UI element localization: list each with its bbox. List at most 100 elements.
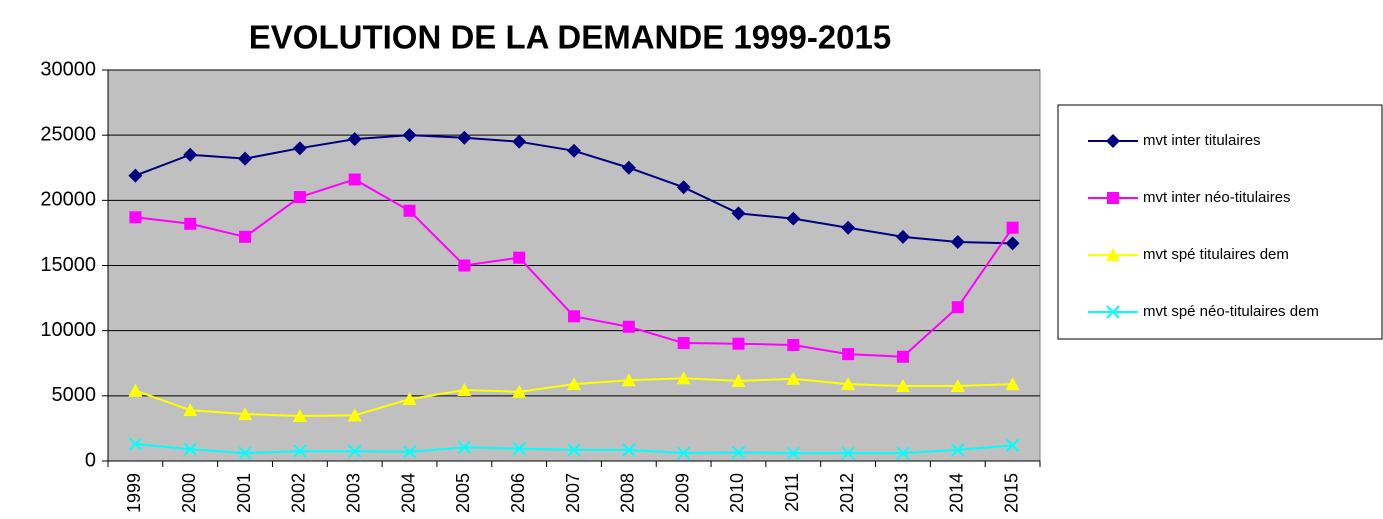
marker [731, 206, 746, 221]
marker [676, 446, 691, 460]
legend-label: mvt inter titulaires [1143, 132, 1261, 149]
marker [622, 320, 635, 333]
marker [457, 440, 472, 455]
x-tick-label: 2000 [179, 473, 199, 513]
y-tick-label: 15000 [40, 254, 96, 276]
marker [402, 445, 417, 459]
marker [128, 437, 143, 451]
marker [950, 235, 965, 250]
marker [1005, 236, 1020, 251]
marker [1005, 438, 1020, 453]
marker [731, 373, 746, 387]
x-tick-label: 2009 [672, 473, 692, 513]
marker [1006, 221, 1019, 234]
marker [512, 384, 527, 398]
marker [895, 229, 910, 244]
marker [402, 128, 417, 143]
legend-label: mvt spé titulaires dem [1143, 246, 1289, 263]
marker [183, 403, 198, 417]
marker [896, 446, 910, 460]
marker [896, 350, 909, 363]
marker [184, 217, 197, 230]
x-tick-label: 2001 [234, 473, 254, 513]
marker [622, 443, 636, 457]
marker [567, 443, 581, 457]
marker [787, 339, 800, 352]
marker [512, 441, 526, 456]
marker [512, 134, 527, 149]
marker [677, 337, 690, 350]
y-tick-label: 10000 [40, 319, 96, 341]
x-tick-label: 2004 [398, 473, 418, 513]
marker [128, 168, 143, 183]
legend-label: mvt inter néo-titulaires [1143, 189, 1291, 206]
marker [239, 230, 252, 243]
y-tick-label: 25000 [40, 123, 96, 145]
marker [347, 132, 362, 147]
marker [128, 383, 143, 397]
marker [513, 251, 526, 264]
marker [183, 442, 197, 456]
marker [786, 211, 801, 226]
x-tick-label: 2006 [508, 473, 528, 513]
x-tick-label: 2012 [837, 473, 857, 513]
marker [238, 151, 253, 166]
marker [238, 407, 253, 421]
marker [567, 377, 581, 391]
marker [1106, 248, 1120, 261]
x-tick-label: 2014 [947, 473, 967, 513]
marker [731, 445, 746, 460]
marker [567, 143, 581, 158]
marker [347, 408, 362, 422]
marker [402, 392, 417, 406]
marker [1106, 134, 1120, 148]
marker [951, 301, 964, 314]
marker [676, 180, 691, 195]
marker [1005, 377, 1020, 391]
x-tick-label: 2011 [782, 473, 802, 512]
x-tick-label: 2005 [453, 473, 473, 513]
y-tick-label: 0 [85, 449, 96, 471]
marker [621, 160, 636, 175]
x-tick-label: 2003 [343, 473, 363, 513]
marker [841, 377, 856, 391]
x-tick-label: 2008 [618, 473, 638, 513]
marker [129, 211, 142, 224]
marker [841, 446, 855, 460]
chart-title: EVOLUTION DE LA DEMANDE 1999-2015 [249, 19, 891, 56]
marker [238, 446, 252, 460]
y-tick-label: 5000 [52, 384, 97, 406]
x-tick-label: 2015 [1001, 473, 1021, 513]
x-tick-label: 2007 [563, 473, 583, 513]
legend-label: mvt spé néo-titulaires dem [1143, 303, 1319, 320]
marker [347, 444, 362, 458]
marker [676, 371, 691, 385]
marker [292, 409, 307, 423]
x-tick-label: 2002 [289, 473, 309, 513]
marker [950, 379, 965, 393]
marker [292, 141, 307, 156]
y-tick-label: 30000 [40, 58, 96, 80]
marker [293, 191, 306, 204]
marker [732, 337, 745, 350]
marker [895, 379, 910, 393]
marker [1106, 305, 1120, 319]
marker [951, 443, 965, 457]
marker [458, 259, 471, 272]
marker [842, 348, 855, 361]
marker [621, 373, 636, 387]
y-tick-label: 20000 [40, 189, 96, 211]
x-tick-label: 2010 [727, 473, 747, 513]
marker [786, 446, 801, 460]
marker [403, 204, 416, 217]
x-tick-label: 2013 [892, 473, 912, 513]
x-tick-label: 1999 [124, 473, 144, 513]
marker [568, 310, 580, 323]
marker [457, 382, 472, 396]
marker [786, 371, 801, 385]
marker [457, 130, 472, 145]
marker [1107, 192, 1119, 204]
marker [183, 147, 198, 162]
marker [293, 444, 307, 458]
